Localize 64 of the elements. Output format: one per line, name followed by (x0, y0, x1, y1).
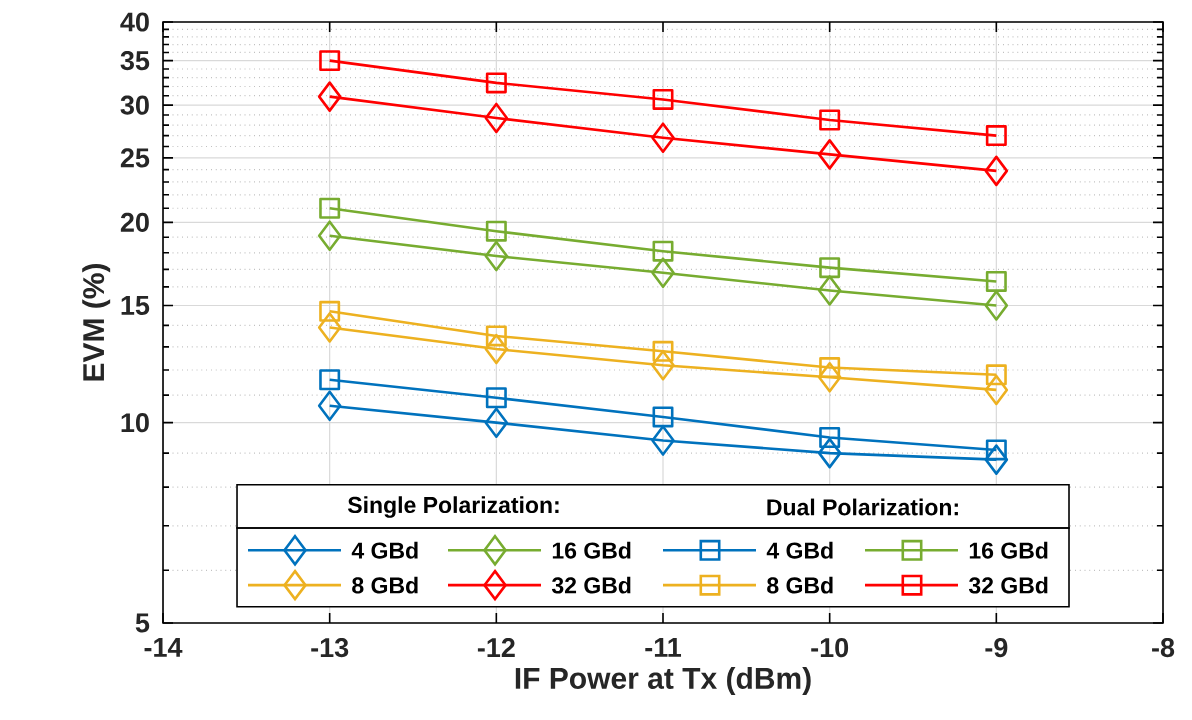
annotation: Single Polarization: (347, 496, 559, 518)
point (819, 426, 841, 448)
point (652, 340, 674, 362)
y-tick-label: 10 (121, 413, 149, 433)
point (484, 102, 509, 134)
point (819, 109, 841, 131)
y-tick-label: 30 (120, 95, 149, 115)
y-tick-label: 35 (120, 51, 150, 71)
point (985, 270, 1007, 292)
point (319, 369, 341, 391)
y-axis-title: EVM (%) (82, 264, 111, 381)
x-tick-label: -11 (645, 638, 682, 657)
point (484, 333, 509, 365)
point (651, 257, 675, 289)
point (652, 88, 674, 110)
legend-label: 32 GBd (551, 576, 631, 594)
point (651, 349, 675, 381)
point (484, 407, 509, 438)
point (817, 361, 842, 393)
point (651, 122, 675, 154)
point (819, 357, 841, 379)
legend-label: 16 GBd (969, 541, 1048, 559)
y-tick-label: 25 (120, 148, 150, 168)
point (319, 50, 341, 72)
point (817, 275, 842, 306)
point (819, 257, 841, 279)
x-tick-label: -9 (985, 638, 1008, 658)
y-tick-label: 40 (120, 12, 149, 32)
point (317, 220, 342, 251)
x-tick-label: -14 (144, 638, 183, 657)
point (484, 240, 509, 272)
point (817, 139, 842, 170)
point (651, 425, 675, 456)
x-tick-label: -12 (477, 638, 515, 657)
point (985, 125, 1007, 147)
point (485, 220, 507, 242)
y-tick-label: 20 (120, 212, 149, 232)
point (485, 387, 507, 409)
annotation: Dual Polarization: (767, 498, 958, 516)
point (485, 72, 507, 94)
y-tick-label: 5 (135, 613, 150, 633)
y-tick-label: 15 (121, 296, 150, 315)
point (984, 290, 1009, 321)
point (485, 325, 507, 347)
legend-label: 16 GBd (552, 541, 631, 559)
legend-label: 4 GBd (766, 541, 833, 559)
x-axis-title: IF Power at Tx (dBm) (515, 666, 811, 695)
point (319, 300, 341, 322)
point (652, 240, 674, 262)
legend-label: 32 GBd (968, 576, 1048, 594)
point (319, 197, 341, 219)
legend-label: 8 GBd (352, 576, 418, 594)
x-tick-label: -13 (311, 638, 349, 658)
point (317, 390, 342, 422)
point (985, 439, 1007, 461)
point (817, 437, 842, 469)
x-tick-label: -8 (1152, 638, 1175, 658)
point (985, 364, 1007, 386)
point (317, 81, 342, 112)
point (984, 155, 1009, 187)
legend-label: 4 GBd (351, 541, 418, 559)
x-tick-label: -10 (811, 638, 849, 658)
point (652, 406, 674, 428)
legend-label: 8 GBd (767, 576, 833, 594)
